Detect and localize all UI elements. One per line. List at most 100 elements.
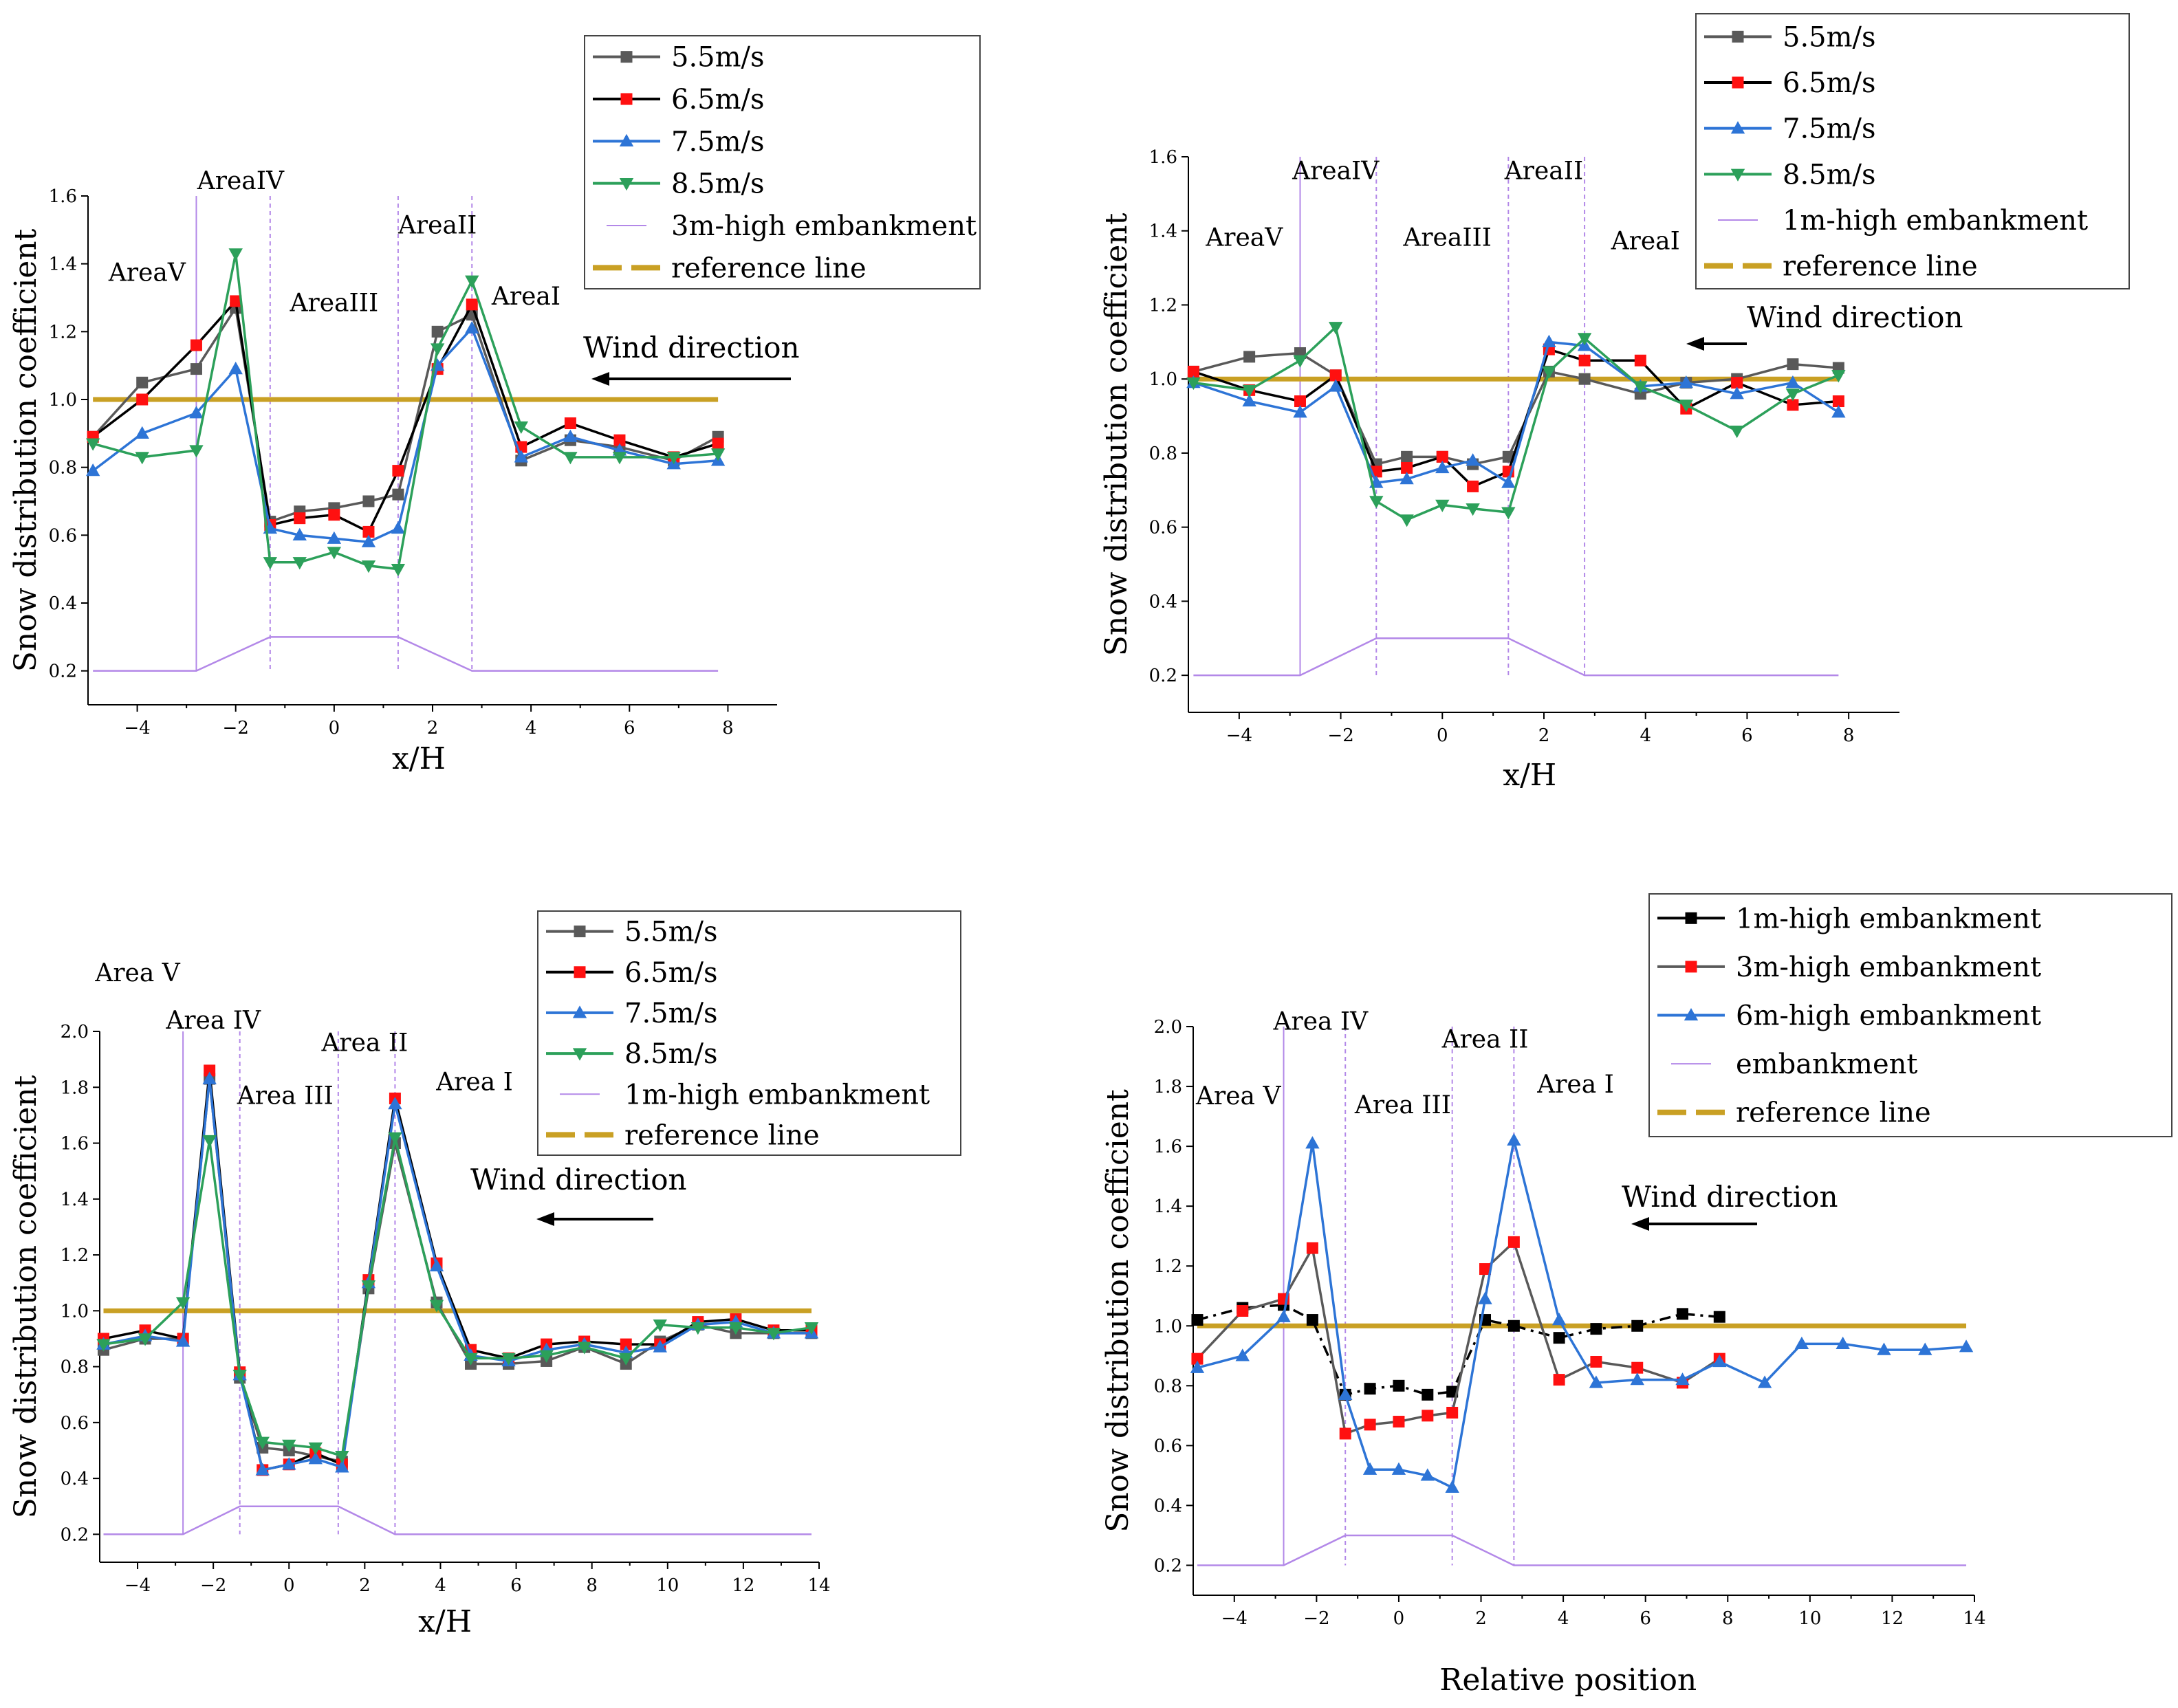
data-point bbox=[1959, 1339, 1974, 1353]
legend-label: 5.5m/s bbox=[671, 42, 765, 74]
series-line bbox=[1196, 1240, 1721, 1436]
data-point bbox=[294, 512, 306, 525]
data-point bbox=[327, 531, 342, 544]
series-line bbox=[1197, 1304, 1720, 1397]
embankment-profile-line bbox=[93, 636, 719, 672]
data-point bbox=[429, 1258, 444, 1271]
data-point bbox=[292, 557, 307, 570]
data-point bbox=[1401, 461, 1413, 474]
data-point bbox=[465, 275, 479, 288]
legend-swatch-marker bbox=[1685, 912, 1697, 924]
legend-swatch-marker bbox=[1685, 961, 1697, 973]
embankment-profile-line bbox=[103, 1505, 812, 1535]
data-point bbox=[1577, 333, 1592, 346]
series-8-5m-s bbox=[1186, 322, 1846, 527]
data-point bbox=[1730, 386, 1744, 399]
y-tick-label: 1.0 bbox=[1149, 369, 1177, 390]
data-point bbox=[136, 393, 149, 406]
legend-item: 3m-high embankment bbox=[1657, 952, 2041, 983]
y-axis-title: Snow distribution coefficient bbox=[1100, 1089, 1135, 1533]
series-8-5m-s bbox=[96, 1132, 819, 1464]
data-point bbox=[1590, 1323, 1602, 1335]
data-point bbox=[328, 509, 340, 521]
data-point bbox=[1393, 1379, 1405, 1392]
data-point bbox=[1730, 425, 1744, 439]
data-point bbox=[431, 325, 444, 338]
y-tick-label: 0.6 bbox=[1149, 518, 1177, 538]
legend-label: 1m-high embankment bbox=[624, 1079, 930, 1110]
legend-item: 7.5m/s bbox=[546, 998, 718, 1029]
series-line bbox=[1193, 325, 1840, 521]
data-point bbox=[1338, 1387, 1353, 1401]
data-point bbox=[1631, 1320, 1644, 1332]
wind-arrow-head bbox=[536, 1212, 554, 1226]
data-point bbox=[255, 1463, 270, 1476]
data-point bbox=[613, 434, 626, 446]
area-label: Area V bbox=[1195, 1082, 1281, 1110]
x-tick-label: 4 bbox=[1640, 725, 1651, 746]
x-tick-label: −2 bbox=[1303, 1608, 1329, 1629]
data-point bbox=[1631, 1361, 1644, 1374]
area-label: AreaIV bbox=[1292, 157, 1380, 185]
x-tick-label: 4 bbox=[435, 1575, 446, 1596]
x-tick-label: −4 bbox=[124, 718, 150, 738]
area-label: AreaII bbox=[1504, 157, 1583, 185]
data-point bbox=[1836, 1336, 1850, 1350]
legend-label: 5.5m/s bbox=[1783, 21, 1876, 53]
wind-direction-label: Wind direction bbox=[470, 1163, 687, 1196]
data-point bbox=[228, 248, 243, 261]
data-point bbox=[712, 437, 724, 450]
legend-box bbox=[537, 910, 961, 1156]
y-tick-label: 1.0 bbox=[1154, 1316, 1182, 1337]
x-tick-label: 12 bbox=[1881, 1608, 1904, 1629]
area-label: Area I bbox=[435, 1068, 513, 1096]
data-point bbox=[361, 1280, 376, 1293]
y-tick-label: 0.2 bbox=[1154, 1555, 1182, 1576]
legend-item: reference line bbox=[546, 1119, 820, 1151]
data-point bbox=[135, 426, 149, 439]
x-tick-label: 2 bbox=[359, 1575, 371, 1596]
legend-item: reference line bbox=[1657, 1097, 1931, 1129]
chart-panel-2: −4 −2 0 2 4 6 8 0.2 0.4 0.6 0.8 1.0 1.2 1.4 1.6 x/H Snow… bbox=[1099, 13, 2130, 793]
data-point bbox=[1364, 1383, 1376, 1395]
legend-label: reference line bbox=[1736, 1097, 1931, 1129]
legend-item: 6.5m/s bbox=[593, 84, 765, 116]
legend-item: 7.5m/s bbox=[593, 126, 765, 157]
y-tick-label: 1.0 bbox=[49, 390, 77, 410]
x-tick-label: 6 bbox=[510, 1575, 522, 1596]
x-tick-label: −2 bbox=[1327, 725, 1353, 746]
data-point bbox=[1401, 450, 1413, 463]
data-point bbox=[362, 495, 375, 507]
data-point bbox=[392, 465, 404, 477]
y-tick-label: 0.2 bbox=[49, 661, 77, 682]
wind-arrow-head bbox=[1631, 1217, 1649, 1231]
y-tick-label: 1.4 bbox=[49, 254, 77, 275]
series-7-5m-s bbox=[1186, 334, 1846, 488]
legend: 5.5m/s 6.5m/s 7.5m/s 8.5m/s 1m-high embankme… bbox=[537, 910, 961, 1156]
y-tick-label: 0.8 bbox=[1149, 444, 1177, 464]
y-tick-label: 1.6 bbox=[1154, 1137, 1182, 1157]
legend-swatch-marker bbox=[620, 51, 633, 63]
data-point bbox=[282, 1457, 296, 1470]
data-point bbox=[1551, 1313, 1567, 1326]
legend-label: 1m-high embankment bbox=[1736, 903, 2041, 934]
x-tick-label: 0 bbox=[283, 1575, 295, 1596]
data-point bbox=[202, 1071, 217, 1084]
legend-label: 6.5m/s bbox=[624, 957, 718, 989]
legend-swatch-marker bbox=[574, 926, 586, 938]
legend-swatch-marker bbox=[620, 93, 633, 105]
data-point bbox=[1445, 1480, 1459, 1493]
legend-label: reference line bbox=[1783, 251, 1978, 283]
area-label: Area II bbox=[1441, 1025, 1529, 1053]
data-point bbox=[202, 1135, 217, 1148]
data-point bbox=[1422, 1410, 1434, 1422]
legend-item: 5.5m/s bbox=[593, 42, 765, 74]
x-tick-label: 10 bbox=[1798, 1608, 1821, 1629]
x-tick-label: 6 bbox=[1640, 1608, 1651, 1629]
data-point bbox=[1507, 1236, 1520, 1248]
legend-label: 1m-high embankment bbox=[1783, 205, 2088, 237]
data-point bbox=[1731, 377, 1743, 389]
data-point bbox=[135, 452, 149, 465]
data-point bbox=[335, 1450, 349, 1464]
x-tick-label: 12 bbox=[732, 1575, 754, 1596]
